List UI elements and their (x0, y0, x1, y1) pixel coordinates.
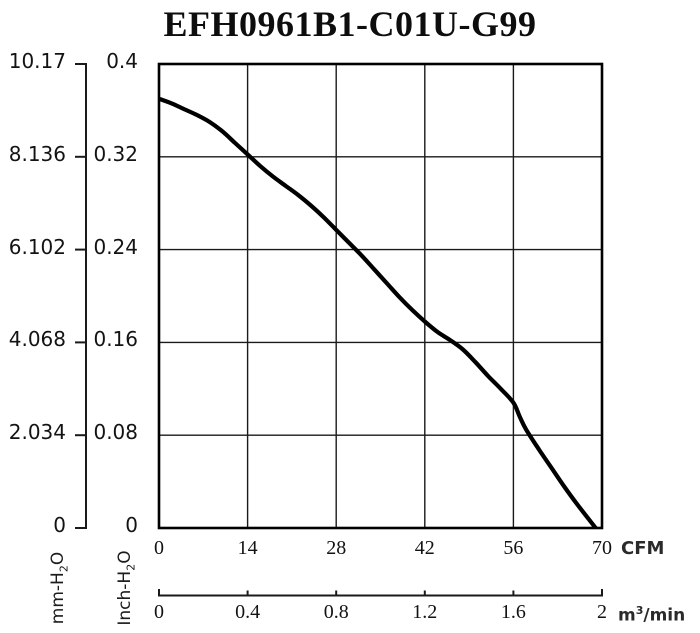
mm-h2o-subscript: 2 (57, 565, 71, 573)
mm-h2o-tick-label: 10.17 (8, 49, 66, 73)
pressure-axis-line (75, 63, 87, 529)
cfm-tick-label: 42 (414, 537, 435, 559)
cfm-tick-label: 14 (237, 537, 258, 559)
m3min-axis-title-suffix: /min (643, 605, 686, 626)
m3min-axis-title: m3/min (618, 600, 685, 626)
m3min-tick-label: 0.8 (323, 601, 349, 623)
inch-h2o-axis-title: Inch-H2O (113, 540, 137, 633)
cfm-axis-title: CFM (621, 538, 665, 559)
m3min-axis-line (158, 589, 603, 597)
mm-h2o-tick-label: 0 (53, 513, 66, 537)
inch-h2o-tick-label: 0 (125, 513, 138, 537)
inch-h2o-axis-title-text: Inch-H (115, 570, 135, 626)
inch-h2o-tick-label: 0.16 (93, 327, 138, 352)
m3min-tick-label: 0 (154, 601, 164, 623)
inch-h2o-tick-label: 0.08 (93, 420, 138, 445)
chart-title: EFH0961B1-C01U-G99 (163, 4, 537, 44)
m3min-tick-label: 1.2 (412, 601, 438, 623)
inch-h2o-axis-title-suffix: O (115, 550, 135, 564)
cfm-tick-label: 28 (326, 537, 347, 559)
mm-h2o-tick-label: 6.102 (8, 234, 66, 259)
inch-h2o-tick-label: 0.24 (93, 234, 138, 259)
mm-h2o-axis-title: mm-H2O (46, 540, 70, 633)
mm-h2o-tick-label: 8.136 (8, 141, 66, 166)
cfm-tick-label: 0 (154, 537, 164, 559)
m3min-tick-label: 1.6 (500, 601, 526, 623)
mm-h2o-tick-label: 2.034 (8, 420, 66, 445)
plot-area (157, 62, 604, 530)
inch-h2o-subscript: 2 (124, 563, 138, 571)
m3min-axis-title-text: m (618, 605, 636, 626)
inch-h2o-tick-label: 0.32 (93, 141, 138, 166)
pq-curve (158, 96, 598, 530)
inch-h2o-tick-label: 0.4 (106, 49, 138, 73)
mm-h2o-tick-label: 4.068 (8, 327, 66, 352)
m3min-tick-label: 0.4 (235, 601, 261, 623)
cfm-tick-label: 56 (503, 537, 524, 559)
mm-h2o-axis-title-text: mm-H (48, 572, 68, 625)
m3min-superscript: 3 (635, 604, 644, 617)
mm-h2o-axis-title-suffix: O (48, 551, 68, 566)
